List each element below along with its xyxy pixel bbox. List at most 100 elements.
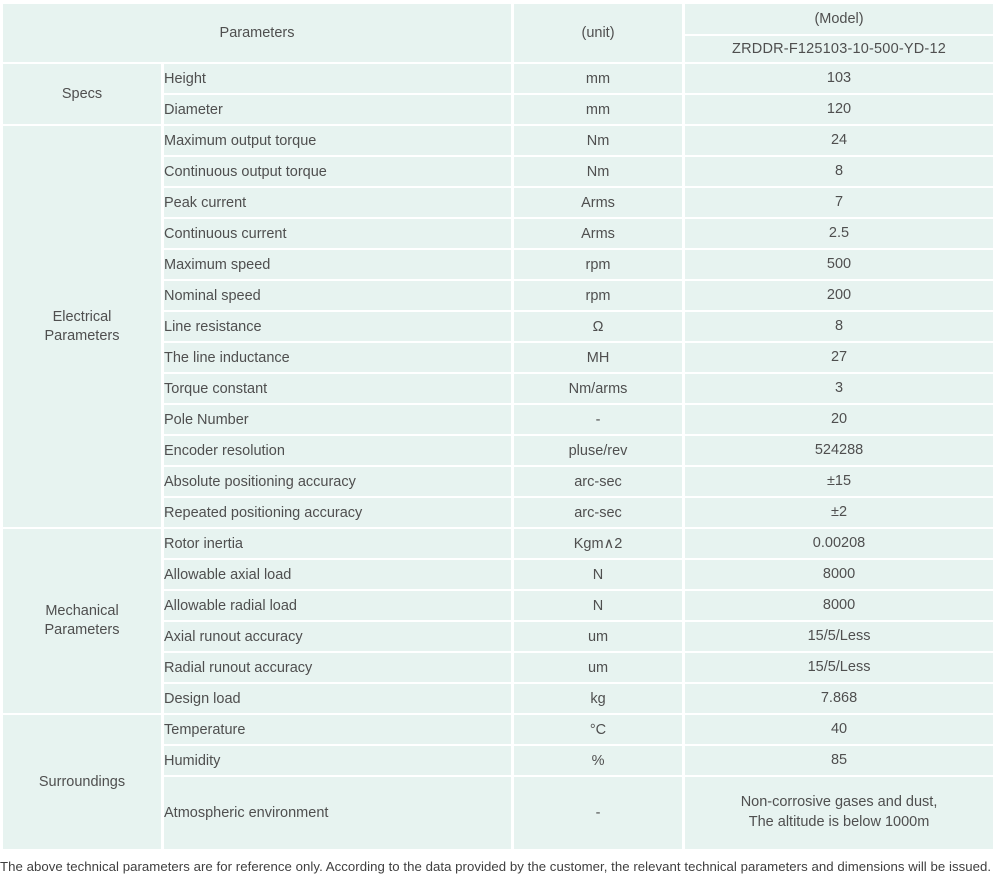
param-cell: Humidity (164, 746, 512, 775)
unit-cell: pluse/rev (514, 436, 683, 465)
table-header: Parameters (unit) (Model) ZRDDR-F125103-… (3, 4, 994, 62)
param-cell: Maximum output torque (164, 126, 512, 155)
table-row: Diameter mm 120 (3, 95, 994, 124)
value-cell: 8000 (685, 560, 994, 589)
unit-cell: Arms (514, 219, 683, 248)
header-unit: (unit) (514, 4, 683, 62)
value-cell: 27 (685, 343, 994, 372)
value-cell: ±2 (685, 498, 994, 527)
param-cell: Line resistance (164, 312, 512, 341)
value-cell: 7.868 (685, 684, 994, 713)
table-row: Surroundings Temperature °C 40 (3, 715, 994, 849)
param-cell: Nominal speed (164, 281, 512, 310)
param-cell: Continuous current (164, 219, 512, 248)
unit-cell: % (514, 746, 683, 775)
unit-cell: um (514, 622, 683, 651)
value-cell: Non-corrosive gases and dust, The altitu… (685, 777, 994, 849)
table-row: Line resistance Ω 8 (3, 312, 994, 341)
value-cell: 0.00208 (685, 529, 994, 558)
param-cell: Rotor inertia (164, 529, 512, 558)
unit-cell: - (514, 405, 683, 434)
table-row: Specs Height mm 103 (3, 64, 994, 124)
unit-cell: - (514, 777, 683, 849)
value-cell: 200 (685, 281, 994, 310)
param-cell: Peak current (164, 188, 512, 217)
unit-cell: mm (514, 95, 683, 124)
param-cell: Torque constant (164, 374, 512, 403)
table-row: Repeated positioning accuracy arc-sec ±2 (3, 498, 994, 527)
unit-cell: Nm (514, 157, 683, 186)
unit-cell: kg (514, 684, 683, 713)
param-cell: Axial runout accuracy (164, 622, 512, 651)
unit-cell: rpm (514, 281, 683, 310)
param-cell: Height (164, 64, 512, 93)
value-cell: 103 (685, 64, 994, 93)
footer-disclaimer: The above technical parameters are for r… (0, 859, 992, 874)
table-row: Humidity % 85 (3, 746, 994, 775)
value-cell: 7 (685, 188, 994, 217)
category-cell-electrical: Electrical Parameters (3, 126, 161, 527)
table-row: Continuous output torque Nm 8 (3, 157, 994, 186)
table-row: Allowable axial load N 8000 (3, 560, 994, 589)
table-row: The line inductance MH 27 (3, 343, 994, 372)
param-cell: Continuous output torque (164, 157, 512, 186)
unit-cell: MH (514, 343, 683, 372)
category-cell-mechanical: Mechanical Parameters (3, 529, 161, 713)
table-row: Nominal speed rpm 200 (3, 281, 994, 310)
unit-cell: Arms (514, 188, 683, 217)
param-cell: Atmospheric environment (164, 777, 512, 849)
param-cell: Pole Number (164, 405, 512, 434)
table-row: Absolute positioning accuracy arc-sec ±1… (3, 467, 994, 496)
value-cell: 524288 (685, 436, 994, 465)
param-cell: Maximum speed (164, 250, 512, 279)
unit-cell: Kgm∧2 (514, 529, 683, 558)
param-cell: Radial runout accuracy (164, 653, 512, 682)
value-cell: ±15 (685, 467, 994, 496)
param-cell: Encoder resolution (164, 436, 512, 465)
unit-cell: N (514, 591, 683, 620)
unit-cell: Nm/arms (514, 374, 683, 403)
unit-cell: rpm (514, 250, 683, 279)
category-cell-specs: Specs (3, 64, 161, 124)
value-cell: 500 (685, 250, 994, 279)
table-row: Continuous current Arms 2.5 (3, 219, 994, 248)
unit-cell: °C (514, 715, 683, 744)
value-cell: 20 (685, 405, 994, 434)
table-row: Radial runout accuracy um 15/5/Less (3, 653, 994, 682)
param-cell: The line inductance (164, 343, 512, 372)
param-cell: Allowable radial load (164, 591, 512, 620)
value-cell: 8 (685, 157, 994, 186)
value-cell: 2.5 (685, 219, 994, 248)
param-cell: Diameter (164, 95, 512, 124)
value-cell: 8000 (685, 591, 994, 620)
unit-cell: arc-sec (514, 467, 683, 496)
param-cell: Repeated positioning accuracy (164, 498, 512, 527)
table-row: Design load kg 7.868 (3, 684, 994, 713)
value-cell: 40 (685, 715, 994, 744)
table-row: Allowable radial load N 8000 (3, 591, 994, 620)
unit-cell: N (514, 560, 683, 589)
unit-cell: Ω (514, 312, 683, 341)
value-cell: 120 (685, 95, 994, 124)
param-cell: Allowable axial load (164, 560, 512, 589)
spec-table: Parameters (unit) (Model) ZRDDR-F125103-… (0, 2, 996, 851)
table-row: Mechanical Parameters Rotor inertia Kgm∧… (3, 529, 994, 713)
unit-cell: mm (514, 64, 683, 93)
unit-cell: um (514, 653, 683, 682)
param-cell: Temperature (164, 715, 512, 744)
table-row: Electrical Parameters Maximum output tor… (3, 126, 994, 527)
unit-cell: arc-sec (514, 498, 683, 527)
table-row: Torque constant Nm/arms 3 (3, 374, 994, 403)
table-row: Pole Number - 20 (3, 405, 994, 434)
header-model-value: ZRDDR-F125103-10-500-YD-12 (685, 36, 994, 62)
value-cell: 85 (685, 746, 994, 775)
param-cell: Absolute positioning accuracy (164, 467, 512, 496)
table-row: Atmospheric environment - Non-corrosive … (3, 777, 994, 849)
value-cell: 3 (685, 374, 994, 403)
value-cell: 24 (685, 126, 994, 155)
value-cell: 15/5/Less (685, 622, 994, 651)
category-cell-surroundings: Surroundings (3, 715, 161, 849)
table-row: Peak current Arms 7 (3, 188, 994, 217)
header-model: (Model) (685, 4, 994, 34)
